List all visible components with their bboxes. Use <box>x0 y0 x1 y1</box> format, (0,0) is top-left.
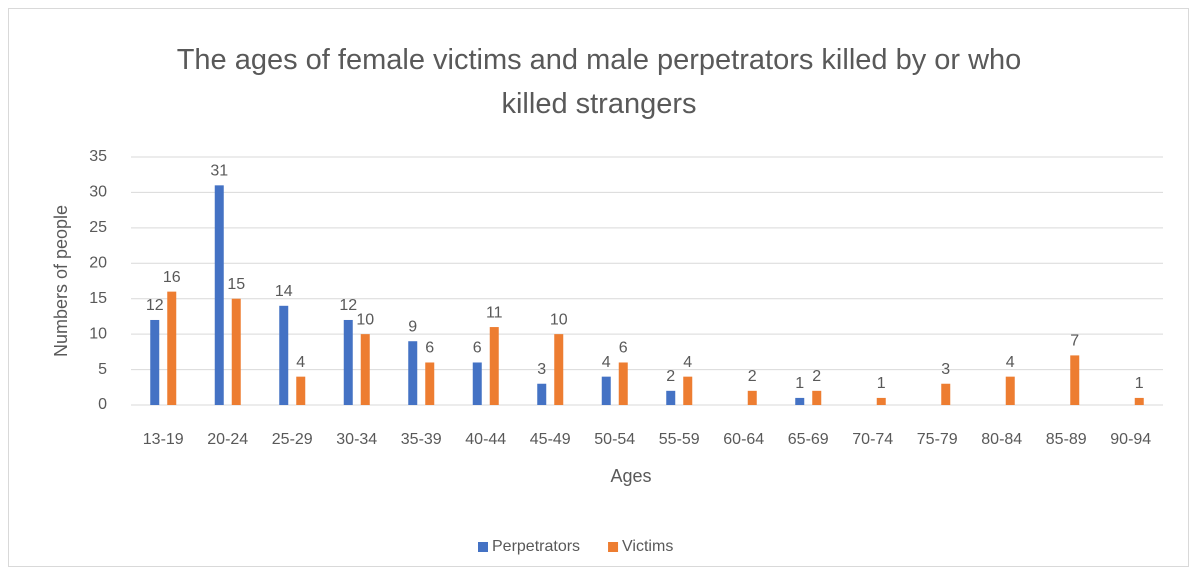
bar <box>666 390 676 405</box>
bar <box>747 390 757 405</box>
data-label: 3 <box>941 361 950 378</box>
x-tick-label: 80-84 <box>981 431 1022 448</box>
y-tick-label: 10 <box>89 325 107 342</box>
bar <box>214 185 224 405</box>
x-tick-label: 85-89 <box>1046 431 1087 448</box>
chart-title: The ages of female victims and male perp… <box>176 44 1022 120</box>
data-label: 11 <box>486 304 503 321</box>
x-tick-label: 50-54 <box>594 431 635 448</box>
bar <box>167 291 177 405</box>
bar <box>472 362 482 405</box>
x-tick-label: 25-29 <box>272 431 313 448</box>
x-tick-label: 70-74 <box>852 431 893 448</box>
y-tick-label: 30 <box>89 184 107 201</box>
data-label: 4 <box>296 354 305 371</box>
bar <box>876 397 886 405</box>
y-tick-label: 25 <box>89 219 107 236</box>
x-tick-label: 90-94 <box>1110 431 1151 448</box>
bar <box>812 390 822 405</box>
data-label: 2 <box>666 368 675 385</box>
bar <box>425 362 435 405</box>
x-tick-label: 65-69 <box>788 431 829 448</box>
bar <box>360 334 370 405</box>
x-tick-label: 20-24 <box>207 431 248 448</box>
data-label: 4 <box>1006 354 1015 371</box>
bar <box>683 376 693 405</box>
data-label: 15 <box>227 276 245 293</box>
data-label: 4 <box>683 354 692 371</box>
data-label: 14 <box>275 283 293 300</box>
x-tick-label: 40-44 <box>465 431 506 448</box>
bar <box>941 383 951 405</box>
chart-border <box>8 8 1189 567</box>
bar <box>618 362 628 405</box>
data-label: 12 <box>146 297 164 314</box>
bar <box>795 397 805 405</box>
bar <box>601 376 611 405</box>
bar <box>231 298 241 405</box>
data-label: 6 <box>425 340 434 357</box>
data-label: 6 <box>473 340 482 357</box>
legend-swatch <box>608 542 619 552</box>
data-label: 2 <box>748 368 757 385</box>
y-tick-label: 0 <box>98 396 107 413</box>
bar <box>1134 397 1144 405</box>
data-label: 1 <box>795 375 804 392</box>
data-label: 1 <box>1135 375 1144 392</box>
bar <box>489 327 499 405</box>
bar <box>296 376 306 405</box>
y-tick-label: 5 <box>98 361 107 378</box>
legend-swatch <box>478 542 488 552</box>
x-tick-label: 35-39 <box>401 431 442 448</box>
x-tick-label: 55-59 <box>659 431 700 448</box>
x-axis-label: Ages <box>610 466 651 486</box>
y-axis-label: Numbers of people <box>51 205 71 357</box>
data-label: 10 <box>356 311 374 328</box>
data-label: 10 <box>550 311 568 328</box>
legend-label: Victims <box>622 538 673 555</box>
data-label: 6 <box>619 340 628 357</box>
data-label: 12 <box>339 297 357 314</box>
bar <box>408 341 418 405</box>
data-label: 16 <box>163 269 181 286</box>
bar <box>1070 355 1080 405</box>
x-tick-label: 75-79 <box>917 431 958 448</box>
data-label: 1 <box>877 375 886 392</box>
y-tick-label: 15 <box>89 290 107 307</box>
x-tick-label: 60-64 <box>723 431 764 448</box>
data-label: 4 <box>602 354 611 371</box>
y-tick-label: 20 <box>89 255 107 272</box>
x-tick-label: 30-34 <box>336 431 377 448</box>
bar <box>279 305 289 405</box>
legend-label: Perpetrators <box>492 538 580 555</box>
data-label: 3 <box>537 361 546 378</box>
x-tick-label: 13-19 <box>143 431 184 448</box>
y-tick-label: 35 <box>89 148 107 165</box>
x-tick-label: 45-49 <box>530 431 571 448</box>
data-label: 2 <box>812 368 821 385</box>
bar <box>1005 376 1015 405</box>
bar <box>537 383 547 405</box>
bar <box>150 319 160 405</box>
bar <box>343 319 353 405</box>
data-label: 9 <box>408 318 417 335</box>
data-label: 7 <box>1070 333 1079 350</box>
bar <box>554 334 564 405</box>
data-label: 31 <box>210 163 228 180</box>
